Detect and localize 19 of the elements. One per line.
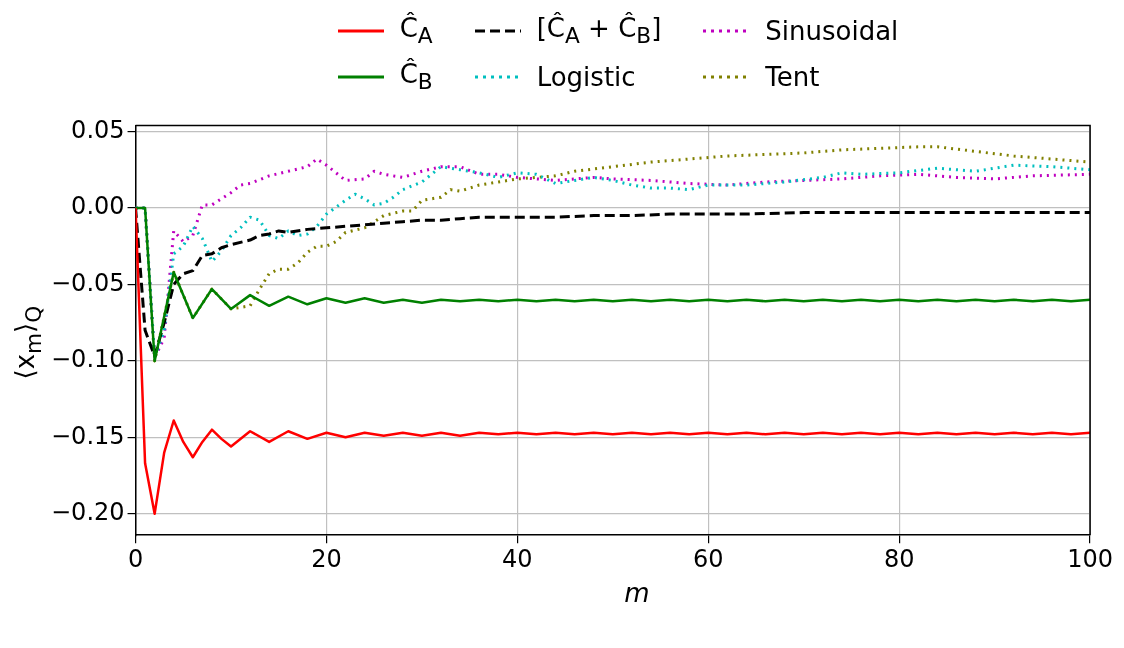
x-tick-label: 20 xyxy=(311,544,342,573)
y-tick-label: −0.20 xyxy=(51,498,125,527)
legend-label: [Ĉ$_{A}$ + Ĉ$_{B}$] xyxy=(536,13,662,49)
y-tick-label: 0.05 xyxy=(71,115,125,144)
x-tick-label: 100 xyxy=(1067,544,1113,573)
legend-label: Logistic xyxy=(536,62,636,92)
y-tick-label: −0.10 xyxy=(51,345,125,374)
x-tick-label: 0 xyxy=(127,544,144,573)
legend-label: Tent xyxy=(765,62,820,92)
x-axis-title: m xyxy=(623,578,651,608)
y-tick-label: −0.05 xyxy=(51,268,125,297)
legend-label: Ĉ$_{A}$ xyxy=(399,13,433,49)
y-tick-label: 0.00 xyxy=(71,192,125,221)
x-tick-label: 80 xyxy=(883,544,915,573)
x-tick-label: 60 xyxy=(693,544,724,573)
legend-label: Ĉ$_{B}$ xyxy=(399,59,433,95)
y-tick-label: −0.15 xyxy=(51,421,125,450)
legend-label: Sinusoidal xyxy=(765,16,899,46)
x-tick-label: 40 xyxy=(502,544,533,573)
